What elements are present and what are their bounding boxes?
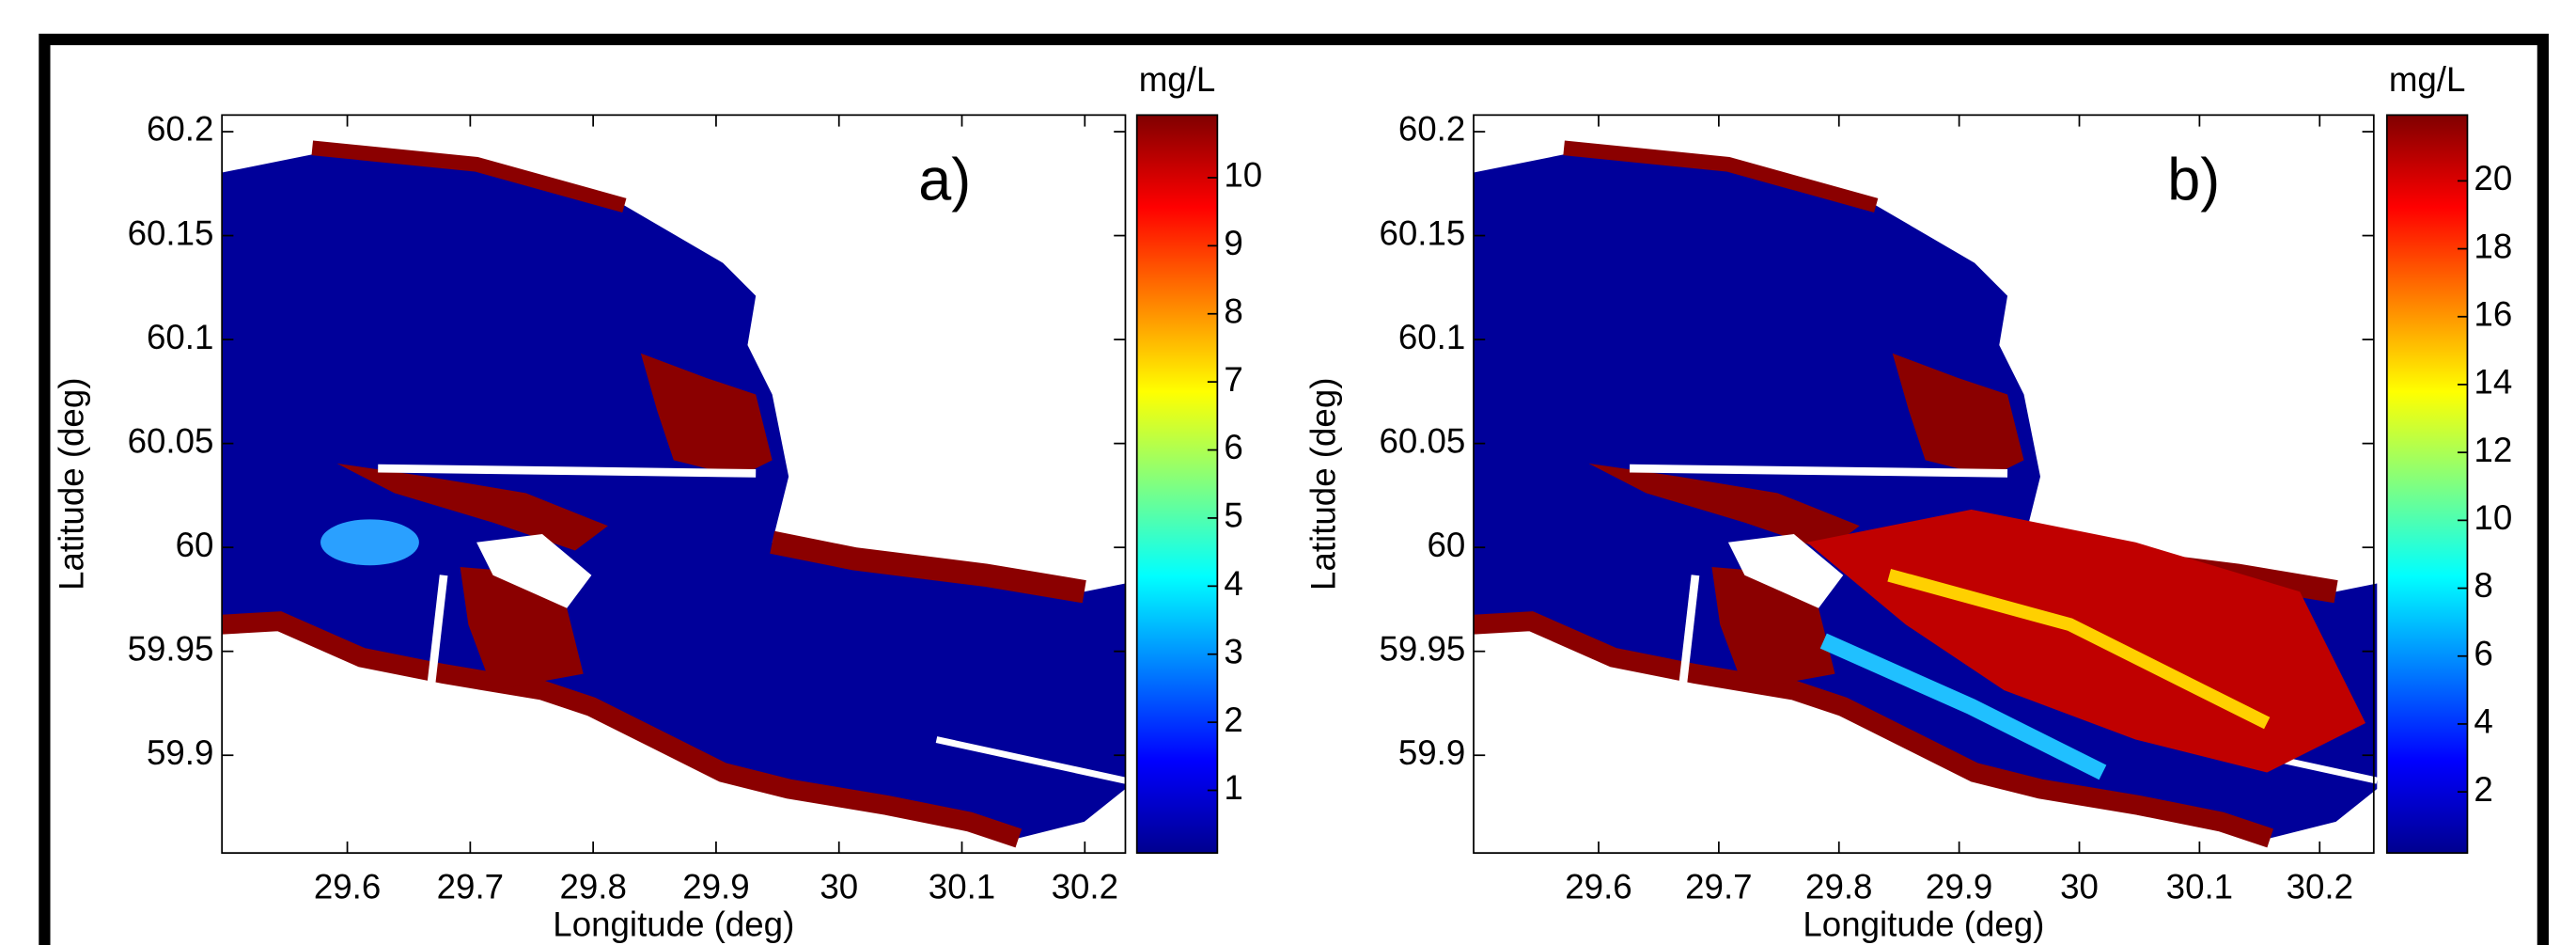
colorbar-tick-label: 2 bbox=[1224, 701, 1242, 739]
colorbar-label: mg/L bbox=[1139, 60, 1216, 99]
x-tick-label: 30.2 bbox=[1052, 867, 1118, 906]
colorbar-tick-label: 9 bbox=[1224, 224, 1242, 262]
colorbar-tick-label: 6 bbox=[2474, 634, 2492, 672]
figure-frame bbox=[39, 33, 2549, 945]
y-tick-label: 59.9 bbox=[147, 733, 213, 772]
colorbar-tick-label: 8 bbox=[2474, 566, 2492, 605]
x-tick-label: 29.6 bbox=[314, 867, 381, 906]
colorbar-tick-label: 1 bbox=[1224, 768, 1242, 807]
colorbar-tick-label: 3 bbox=[1224, 632, 1242, 670]
colorbar-tick-label: 7 bbox=[1224, 360, 1242, 399]
x-tick-label: 29.7 bbox=[437, 867, 504, 906]
colorbar-tick-label: 6 bbox=[1224, 428, 1242, 466]
y-tick-label: 60 bbox=[176, 526, 214, 564]
colorbar-tick-label: 5 bbox=[1224, 496, 1242, 535]
y-tick-label: 60.05 bbox=[128, 421, 214, 460]
colorbar-tick-label: 4 bbox=[1224, 564, 1242, 603]
colorbar-tick-label: 12 bbox=[2474, 431, 2512, 469]
colorbar-label: mg/L bbox=[2389, 60, 2466, 99]
x-tick-label: 29.8 bbox=[1805, 867, 1872, 906]
colorbar bbox=[2385, 114, 2469, 854]
colorbar-tick-label: 20 bbox=[2474, 159, 2512, 197]
y-tick-label: 59.9 bbox=[1398, 733, 1465, 772]
x-axis-label: Longitude (deg) bbox=[1803, 905, 2044, 943]
colorbar-tick-label: 18 bbox=[2474, 227, 2512, 265]
y-axis-label: Latitude (deg) bbox=[53, 378, 91, 591]
colorbar-tick-label: 2 bbox=[2474, 770, 2492, 809]
y-tick-label: 60.1 bbox=[1398, 318, 1465, 356]
colorbar-tick-label: 14 bbox=[2474, 363, 2512, 402]
colorbar-tick-label: 4 bbox=[2474, 702, 2492, 741]
x-tick-label: 29.8 bbox=[559, 867, 626, 906]
y-tick-label: 60.2 bbox=[1398, 110, 1465, 149]
colorbar bbox=[1135, 114, 1219, 854]
panel-label: a) bbox=[918, 147, 971, 213]
y-tick-label: 59.95 bbox=[128, 629, 214, 668]
x-tick-label: 29.9 bbox=[682, 867, 749, 906]
x-tick-label: 30.1 bbox=[2166, 867, 2233, 906]
x-tick-label: 30 bbox=[2060, 867, 2099, 906]
colorbar-tick-label: 10 bbox=[1224, 156, 1262, 195]
map-field bbox=[320, 519, 419, 566]
x-tick-label: 29.6 bbox=[1565, 867, 1631, 906]
panel-label: b) bbox=[2167, 147, 2220, 213]
y-tick-label: 59.95 bbox=[1379, 629, 1465, 668]
x-axis-label: Longitude (deg) bbox=[553, 905, 794, 943]
x-tick-label: 30.2 bbox=[2287, 867, 2353, 906]
colorbar-tick-label: 8 bbox=[1224, 291, 1242, 330]
axes-box bbox=[1473, 114, 2375, 854]
colorbar-tick-label: 10 bbox=[2474, 498, 2512, 537]
map-field bbox=[1819, 633, 2107, 780]
y-tick-label: 60.2 bbox=[147, 110, 213, 149]
y-tick-label: 60.15 bbox=[1379, 213, 1465, 252]
x-tick-label: 30.1 bbox=[929, 867, 995, 906]
x-tick-label: 30 bbox=[820, 867, 858, 906]
axes-box bbox=[221, 114, 1127, 854]
x-tick-label: 29.9 bbox=[1926, 867, 1992, 906]
y-tick-label: 60.15 bbox=[128, 213, 214, 252]
colorbar-tick-label: 16 bbox=[2474, 294, 2512, 333]
map-field bbox=[1887, 568, 2271, 730]
x-tick-label: 29.7 bbox=[1685, 867, 1752, 906]
y-tick-label: 60 bbox=[1427, 526, 1465, 564]
map-field bbox=[222, 148, 1125, 838]
y-axis-label: Latitude (deg) bbox=[1304, 378, 1342, 591]
y-tick-label: 60.05 bbox=[1379, 421, 1465, 460]
y-tick-label: 60.1 bbox=[147, 318, 213, 356]
